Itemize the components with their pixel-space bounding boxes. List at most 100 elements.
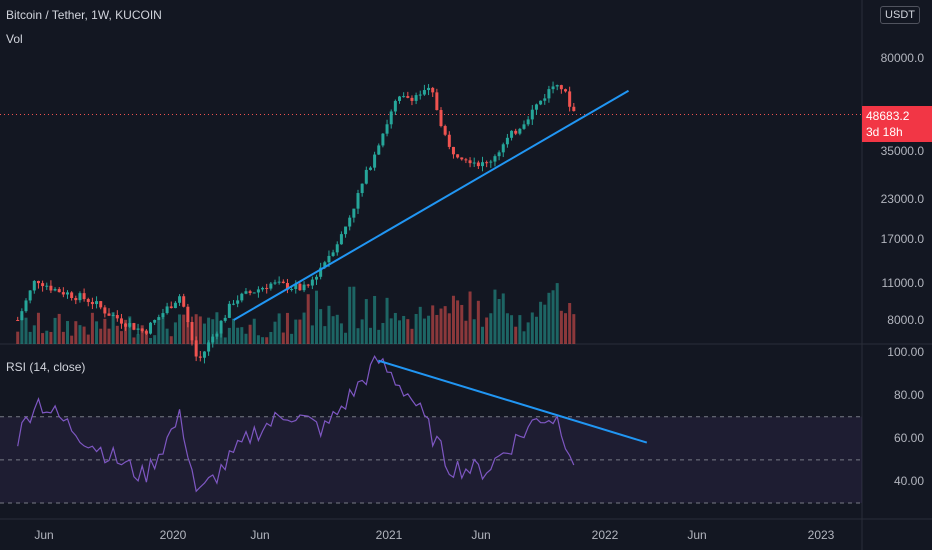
candle-body	[530, 109, 534, 120]
candle-body	[485, 162, 489, 164]
candle-body	[356, 193, 360, 209]
volume-bar	[534, 316, 538, 344]
volume-bar	[373, 295, 377, 344]
candle-body	[24, 300, 28, 312]
candle-body	[481, 162, 485, 167]
volume-bar	[252, 318, 256, 344]
candle-body	[522, 124, 526, 129]
volume-bar	[66, 321, 70, 344]
volume-bar	[501, 293, 505, 344]
candle-body	[70, 292, 74, 299]
rsi-tick: 80.00	[893, 388, 924, 402]
volume-bar	[356, 328, 360, 344]
candle-body	[119, 318, 123, 324]
volume-bar	[70, 335, 74, 344]
volume-bar	[402, 315, 406, 344]
volume-bar	[248, 324, 252, 344]
volume-bar	[468, 291, 472, 344]
volume-bar	[327, 305, 331, 344]
candle-body	[306, 284, 310, 286]
volume-bar	[36, 312, 40, 344]
volume-bar	[518, 315, 522, 344]
candle-body	[335, 244, 339, 253]
candle-body	[476, 162, 480, 167]
volume-bar	[256, 335, 260, 344]
bar-countdown: 3d 18h	[866, 125, 903, 139]
volume-bar	[435, 314, 439, 344]
candle-body	[460, 157, 464, 160]
volume-bar	[74, 321, 78, 344]
volume-bar	[153, 335, 157, 344]
time-tick: 2022	[591, 528, 619, 542]
volume-bar	[111, 312, 115, 344]
volume-bar	[568, 303, 572, 344]
volume-bar	[103, 318, 107, 344]
volume-bar	[464, 320, 468, 344]
volume-label[interactable]: Vol	[6, 32, 23, 46]
candle-body	[501, 144, 505, 153]
candle-body	[78, 293, 82, 301]
volume-bar	[240, 327, 244, 344]
candle-body	[489, 161, 493, 163]
volume-bar	[294, 319, 298, 344]
volume-bar	[219, 333, 223, 344]
candle-body	[439, 110, 443, 127]
candle-body	[103, 307, 107, 314]
candle-body	[315, 276, 319, 280]
candle-body	[352, 208, 356, 218]
volume-bar	[302, 312, 306, 344]
candle-body	[240, 293, 244, 301]
volume-bar	[406, 319, 410, 344]
rsi-tick: 40.00	[893, 474, 924, 488]
candle-body	[236, 300, 240, 304]
volume-bar	[447, 313, 451, 344]
time-tick: Jun	[687, 528, 707, 542]
currency-badge[interactable]: USDT	[880, 6, 920, 24]
candle-body	[66, 292, 70, 295]
candle-body	[555, 85, 559, 87]
volume-bar	[24, 317, 28, 344]
volume-bar	[173, 322, 177, 344]
symbol-title[interactable]: Bitcoin / Tether, 1W, KUCOIN	[6, 8, 162, 22]
candle-body	[294, 283, 298, 289]
volume-bar	[339, 323, 343, 344]
volume-bar	[95, 321, 99, 344]
volume-bar	[476, 300, 480, 344]
candle-body	[244, 291, 248, 294]
candle-body	[510, 130, 514, 138]
candle-body	[273, 282, 277, 284]
candle-body	[427, 87, 431, 91]
candle-body	[285, 283, 289, 290]
price-tick: 17000.0	[880, 232, 924, 246]
volume-bar	[244, 333, 248, 344]
volume-bar	[555, 283, 559, 344]
candle-body	[132, 323, 136, 330]
candle-body	[572, 106, 576, 112]
volume-bar	[315, 290, 319, 344]
rsi-line	[17, 354, 575, 493]
volume-bar	[485, 317, 489, 344]
rsi-label[interactable]: RSI (14, close)	[6, 360, 86, 374]
volume-bar	[559, 310, 563, 344]
candle-body	[377, 145, 381, 155]
volume-bar	[90, 312, 94, 344]
rsi-trendline	[378, 359, 648, 444]
volume-bar	[53, 317, 57, 344]
candle-body	[327, 255, 331, 263]
volume-bar	[377, 329, 381, 344]
candle-body	[456, 154, 460, 158]
candle-body	[493, 156, 497, 162]
candle-body	[418, 94, 422, 96]
volume-bar	[211, 319, 215, 344]
volume-bar	[572, 314, 576, 344]
volume-bar	[530, 312, 534, 344]
candle-body	[136, 328, 140, 330]
volume-bar	[49, 331, 53, 344]
volume-bar	[20, 315, 24, 344]
candle-body	[290, 288, 294, 290]
volume-bar	[306, 294, 310, 344]
candle-body	[398, 96, 402, 101]
volume-bar	[223, 337, 227, 344]
volume-bar	[451, 295, 455, 344]
